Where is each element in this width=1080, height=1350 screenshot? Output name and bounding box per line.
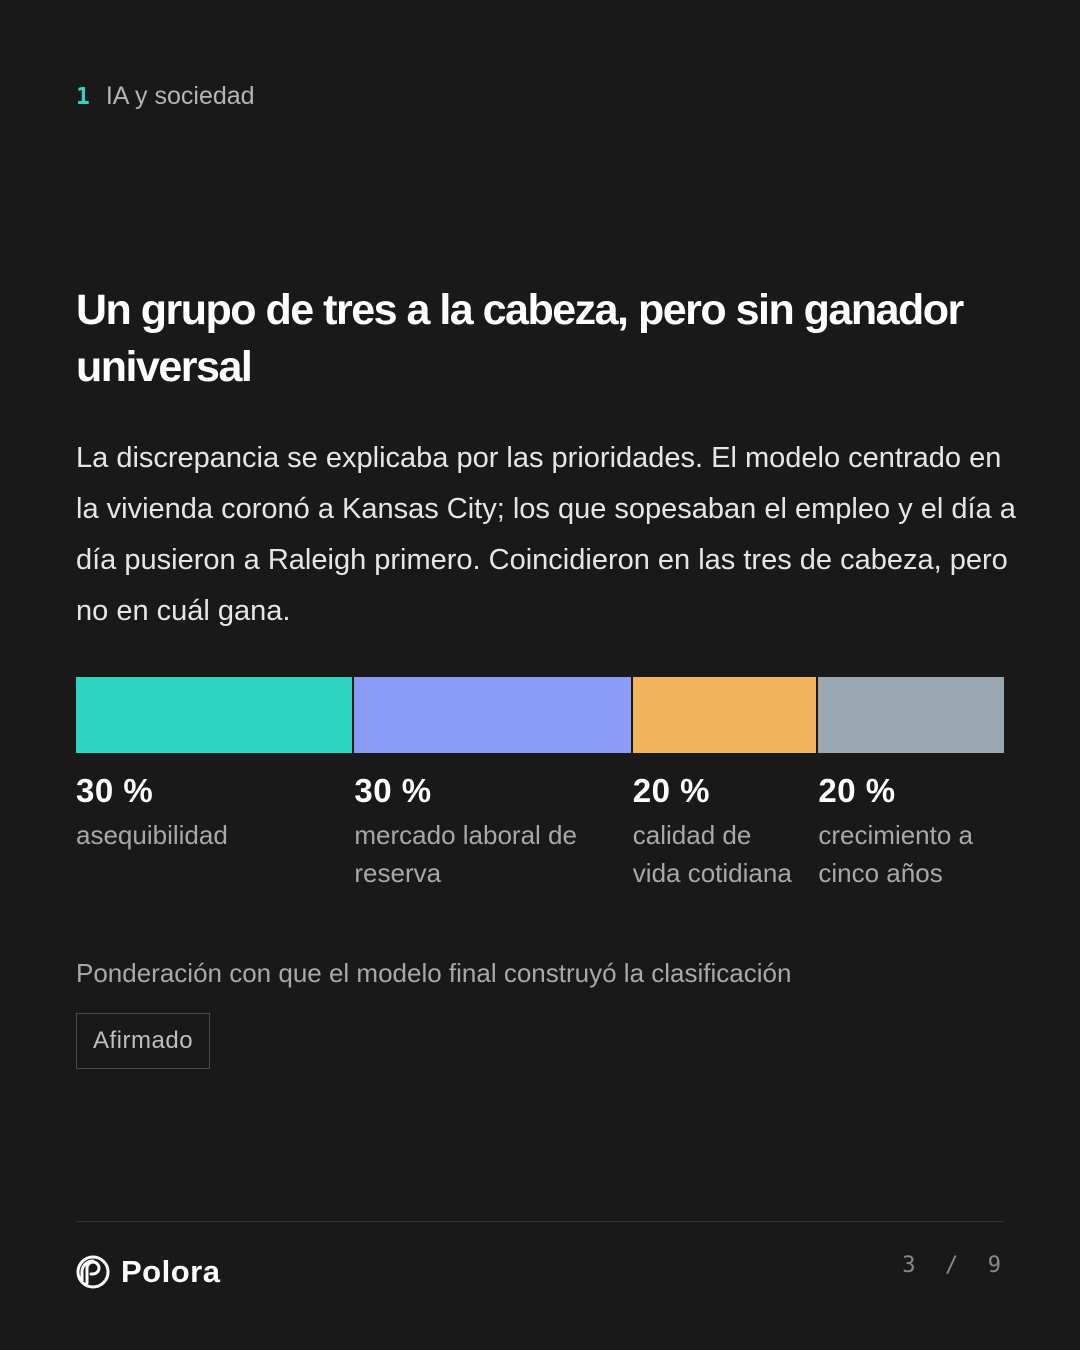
bar-category-label: asequibilidad xyxy=(76,820,228,850)
bar-label: 20 % crecimiento a cinco años xyxy=(818,770,982,892)
page-total: 9 xyxy=(987,1253,1002,1278)
section-number: 1 xyxy=(76,84,90,110)
chart-caption: Ponderación con que el modelo final cons… xyxy=(76,958,792,988)
bar-value-label: 30 % xyxy=(76,772,154,809)
brand-logo: Polora xyxy=(76,1250,220,1294)
page-current: 3 xyxy=(902,1253,917,1278)
weights-stacked-bar xyxy=(76,677,1004,753)
body-paragraph: La discrepancia se explicaba por las pri… xyxy=(76,442,1016,627)
page-separator: / xyxy=(945,1253,960,1278)
section-kicker: 1 IA y sociedad xyxy=(76,80,255,113)
bar-label: 20 % calidad de vida cotidiana xyxy=(633,770,797,892)
bar-label: 30 % mercado laboral de reserva xyxy=(354,770,610,892)
page-indicator: 3 / 9 xyxy=(902,1253,1002,1278)
page-title: Un grupo de tres a la cabeza, pero sin g… xyxy=(76,286,964,391)
bar-segment xyxy=(76,677,353,753)
bar-category-label: mercado laboral de reserva xyxy=(354,820,577,888)
polora-logo-icon xyxy=(76,1255,110,1289)
bar-label: 30 % asequibilidad xyxy=(76,770,332,854)
bar-category-label: calidad de vida cotidiana xyxy=(632,820,792,888)
bar-category-label: crecimiento a cinco años xyxy=(818,820,974,888)
bar-segment xyxy=(632,677,817,753)
bar-value-label: 30 % xyxy=(354,772,432,809)
section-label: IA y sociedad xyxy=(105,82,255,110)
brand-name: Polora xyxy=(121,1254,221,1289)
bar-value-label: 20 % xyxy=(632,772,711,809)
status-tag: Afirmado xyxy=(76,1013,211,1069)
footer-divider xyxy=(76,1221,1004,1222)
weights-labels: 30 % asequibilidad 30 % mercado laboral de … xyxy=(76,770,1004,940)
bar-segment xyxy=(354,677,631,753)
bar-value-label: 20 % xyxy=(818,772,896,809)
bar-segment xyxy=(818,677,1004,753)
